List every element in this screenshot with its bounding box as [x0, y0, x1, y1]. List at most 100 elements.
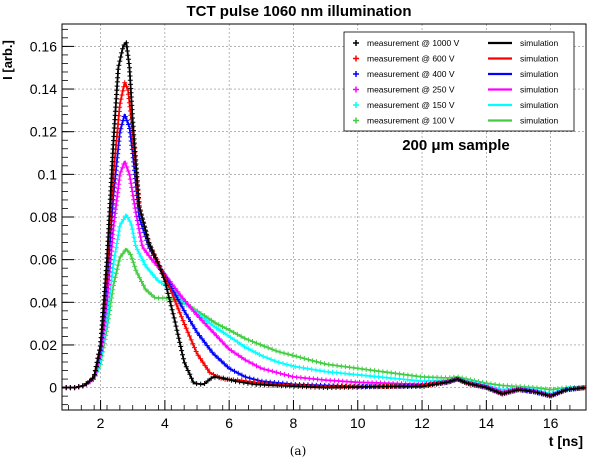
measurement-point [104, 255, 110, 261]
measurement-point [111, 279, 117, 284]
measurement-point [110, 261, 116, 267]
measurement-point [125, 215, 131, 220]
measurement-point [115, 75, 121, 81]
measurement-point [254, 363, 259, 369]
measurement-point [338, 370, 344, 376]
measurement-point [161, 274, 166, 280]
measurement-point [183, 311, 189, 317]
measurement-point [270, 382, 276, 388]
measurement-point [99, 326, 105, 332]
measurement-point [123, 114, 128, 120]
measurement-point [558, 389, 564, 395]
x-tick-label: 10 [350, 415, 366, 431]
y-axis-label: I [arb.] [0, 40, 15, 80]
measurement-point [114, 79, 120, 85]
measurement-point [235, 352, 241, 358]
measurement-point [566, 386, 572, 392]
measurement-point [384, 369, 390, 375]
measurement-point [266, 382, 272, 388]
measurement-point [413, 384, 419, 389]
measurement-point [297, 354, 303, 360]
measurement-point [102, 289, 108, 294]
measurement-point [127, 251, 133, 257]
measurement-point [219, 339, 225, 345]
measurement-point [129, 184, 135, 190]
measurement-point [180, 295, 186, 301]
measurement-point [156, 263, 162, 268]
measurement-point [174, 327, 180, 333]
measurement-point [341, 384, 347, 390]
legend-box [343, 31, 575, 132]
measurement-point [224, 364, 230, 370]
measurement-point [392, 370, 398, 376]
measurement-point [262, 382, 268, 388]
measurement-point [305, 357, 311, 363]
measurement-point [281, 350, 287, 356]
measurement-point [108, 184, 114, 190]
measurement-point [177, 292, 183, 298]
x-tick-label: 2 [97, 415, 105, 431]
measurement-point [325, 385, 331, 391]
measurement-point [305, 366, 311, 372]
measurement-point [400, 384, 406, 389]
measurement-point [289, 352, 295, 358]
measurement-point [274, 383, 280, 388]
measurement-point [291, 383, 297, 389]
measurement-point [185, 329, 191, 335]
measurement-point [348, 379, 354, 385]
measurement-point [129, 111, 135, 117]
measurement-point [170, 311, 176, 317]
measurement-point [347, 364, 353, 370]
measurement-point [142, 223, 147, 229]
measurement-point [180, 318, 186, 324]
measurement-point [388, 370, 394, 376]
measurement-point [113, 104, 119, 110]
legend-marker [353, 55, 359, 62]
measurement-point [396, 384, 402, 389]
measurement-point [108, 192, 113, 198]
measurement-point [112, 108, 118, 114]
measurement-point [108, 180, 114, 185]
measurement-point [304, 384, 310, 390]
measurement-point [409, 377, 415, 383]
measurement-point [396, 376, 402, 382]
measurement-point [105, 247, 110, 253]
measurement-point [112, 215, 118, 221]
measurement-point [362, 384, 368, 390]
measurement-point [383, 384, 389, 390]
figure-caption: (a) [290, 444, 307, 458]
measurement-point [198, 381, 204, 387]
measurement-point [175, 297, 181, 302]
measurement-point [551, 386, 557, 392]
measurement-point [478, 383, 484, 389]
measurement-point [126, 56, 131, 62]
measurement-point [119, 92, 125, 98]
measurement-point [102, 284, 108, 290]
measurement-point [76, 384, 82, 390]
measurement-point [117, 173, 123, 179]
measurement-point [103, 272, 109, 278]
measurement-point [103, 268, 109, 274]
measurement-point [113, 100, 119, 106]
measurement-point [105, 242, 111, 248]
measurement-point [158, 266, 163, 272]
measurement-point [231, 337, 237, 343]
measurement-point [329, 385, 335, 390]
measurement-point [207, 320, 213, 326]
measurement-point [352, 379, 358, 385]
sample-annotation: 200 μm sample [402, 137, 510, 154]
measurement-point [265, 367, 271, 373]
measurement-point [358, 384, 364, 390]
measurement-point [371, 384, 377, 390]
y-tick-label: 0.16 [30, 38, 57, 54]
measurement-point [99, 330, 104, 336]
measurement-point [185, 368, 191, 373]
measurement-point [250, 339, 255, 344]
measurement-point [220, 324, 225, 330]
measurement-point [187, 371, 193, 377]
measurement-point [334, 363, 340, 369]
measurement-point [333, 384, 339, 390]
measurement-point [118, 54, 124, 60]
measurement-point [134, 178, 140, 184]
measurement-point [128, 94, 134, 100]
